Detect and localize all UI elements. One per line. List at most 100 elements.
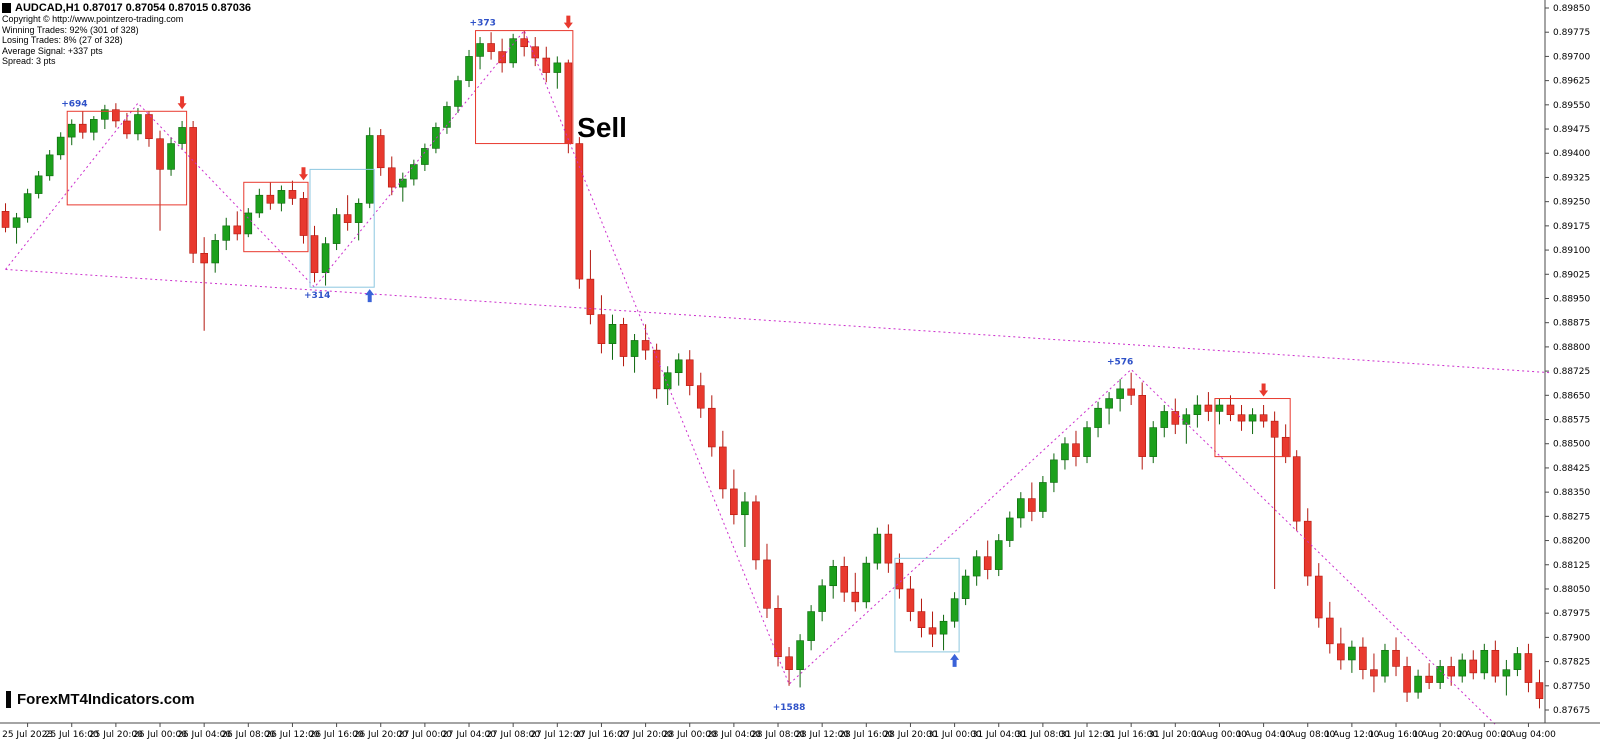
time-axis-label: 27 Jul 08:00	[486, 730, 540, 740]
candle-body	[487, 43, 495, 52]
candle-body	[696, 385, 705, 409]
time-axis-label: 26 Jul 04:00	[177, 730, 231, 740]
time-axis-label: 26 Jul 16:00	[310, 730, 364, 740]
candle-body	[78, 123, 87, 133]
candle-body	[310, 235, 319, 273]
candle-body	[785, 656, 793, 670]
time-axis-label: 28 Jul 16:00	[839, 730, 893, 740]
buy-arrow-icon	[950, 653, 960, 667]
candle-body	[1072, 443, 1080, 457]
symbol-ohlc-line: AUDCAD,H1 0.87017 0.87054 0.87015 0.8703…	[2, 2, 251, 14]
time-axis-label: 31 Jul 16:00	[1104, 730, 1158, 740]
candle-body	[1, 211, 10, 228]
trendline	[5, 29, 1496, 725]
candle-body	[796, 640, 804, 670]
copyright-line: Copyright © http://www.pointzero-trading…	[2, 14, 184, 24]
candle-body	[1392, 649, 1400, 667]
candle-body	[774, 608, 782, 658]
time-axis-label: 27 Jul 16:00	[574, 730, 628, 740]
time-axis-label: 2 Aug 04:00	[1501, 730, 1556, 740]
price-axis-label: 0.89325	[1553, 173, 1590, 183]
candle-body	[1403, 666, 1411, 693]
candle-body	[719, 446, 727, 490]
candle-body	[376, 135, 385, 169]
candle-body	[1425, 675, 1433, 683]
trendline	[5, 268, 1551, 374]
candle-body	[1105, 398, 1113, 409]
price-axis-label: 0.87675	[1553, 706, 1590, 716]
candle-body	[1270, 420, 1279, 438]
candle-body	[1127, 388, 1135, 396]
candle-body	[586, 278, 595, 315]
candle-body	[1138, 395, 1146, 457]
time-axis-label: 28 Jul 04:00	[707, 730, 761, 740]
candle-body	[741, 501, 749, 516]
candle-body	[1215, 404, 1224, 412]
candle-body	[895, 562, 904, 590]
candle-body	[443, 106, 451, 128]
price-axis-label: 0.89250	[1553, 198, 1590, 208]
candle-body	[1513, 653, 1522, 670]
sell-arrow-icon	[298, 167, 308, 181]
price-axis-label: 0.88425	[1553, 464, 1590, 474]
price-axis-label: 0.88200	[1553, 537, 1590, 547]
candle-body	[178, 127, 186, 144]
candle-body	[1248, 414, 1257, 422]
candle-body	[101, 109, 109, 120]
candle-body	[145, 114, 153, 140]
candle-body	[189, 127, 197, 254]
price-axis-label: 0.89550	[1553, 101, 1590, 111]
candle-body	[1524, 653, 1533, 683]
time-axis-label: 27 Jul 04:00	[442, 730, 496, 740]
time-axis-label: 25 Jul 2023	[2, 730, 53, 740]
site-watermark: ForexMT4Indicators.com	[6, 691, 195, 708]
candle-body	[498, 51, 506, 64]
candle-body	[619, 324, 628, 357]
candle-body	[1083, 427, 1091, 457]
candle-body	[542, 57, 551, 73]
time-axis-label: 26 Jul 08:00	[221, 730, 275, 740]
candle-body	[1370, 669, 1378, 677]
candle-body	[674, 359, 683, 374]
candle-body	[277, 190, 286, 204]
candle-body	[1337, 643, 1345, 661]
price-axis-label: 0.89475	[1553, 125, 1590, 135]
candle-body	[200, 252, 208, 264]
candle-body	[873, 533, 882, 564]
candle-body	[156, 138, 164, 170]
candle-body	[608, 324, 617, 344]
candle-body	[1381, 649, 1389, 677]
price-axis-label: 0.89100	[1553, 246, 1590, 256]
candle-body	[663, 372, 672, 390]
candle-body	[1458, 659, 1467, 677]
time-axis-label: 31 Jul 20:00	[1148, 730, 1202, 740]
candle-body	[1193, 404, 1202, 415]
candle-body	[763, 559, 771, 609]
time-axis-label: 31 Jul 08:00	[1016, 730, 1070, 740]
candle-body	[299, 198, 308, 236]
price-axis-label: 0.88050	[1553, 585, 1590, 595]
signal-label: +1588	[773, 703, 806, 713]
candle-body	[1502, 669, 1511, 677]
time-axis-label: 27 Jul 20:00	[619, 730, 673, 740]
candle-body	[1436, 666, 1444, 683]
candle-body	[233, 225, 242, 235]
signal-box	[894, 557, 960, 653]
time-axis-label: 26 Jul 00:00	[133, 730, 187, 740]
candle-body	[1039, 482, 1047, 512]
candle-body	[1326, 617, 1334, 645]
candle-body	[1237, 414, 1246, 422]
candle-body	[531, 46, 540, 59]
signal-box	[1214, 398, 1291, 458]
candle-body	[266, 194, 275, 204]
candle-body	[255, 194, 264, 214]
candle-body	[652, 349, 661, 390]
candle-body	[12, 217, 21, 228]
sell-arrow-icon	[1259, 383, 1269, 397]
price-axis-label: 0.89850	[1553, 4, 1590, 14]
time-axis-label: 27 Jul 12:00	[530, 730, 584, 740]
candle-body	[123, 120, 131, 135]
candle-body	[244, 212, 253, 235]
candle-body	[1359, 646, 1367, 670]
